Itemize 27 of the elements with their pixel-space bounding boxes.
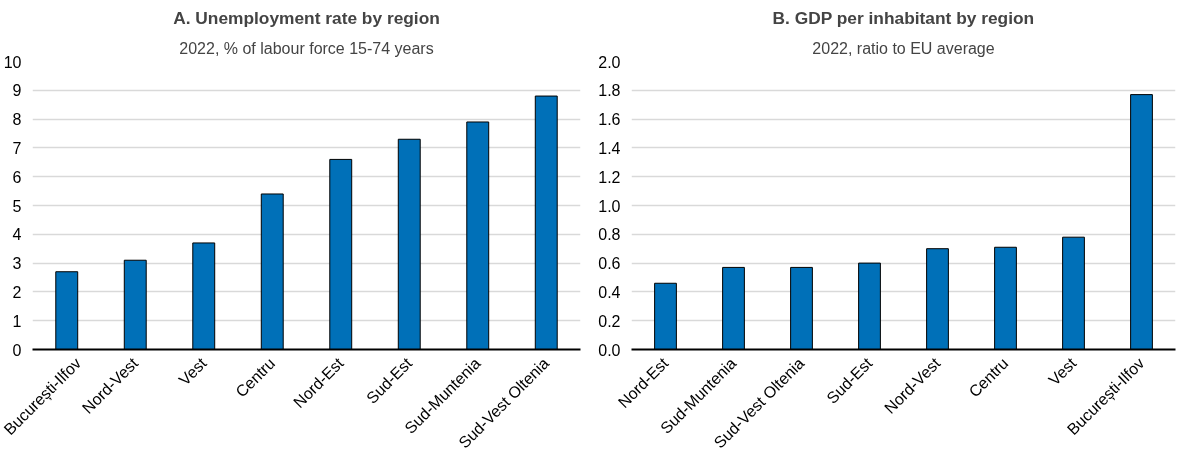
y-tick-label: 7 <box>12 139 22 157</box>
y-tick-label: 1.8 <box>598 82 621 100</box>
y-tick-label: 1.6 <box>598 111 621 129</box>
chart-title: B. GDP per inhabitant by region <box>772 7 1035 28</box>
chart-subtitle: 2022, ratio to EU average <box>812 39 995 57</box>
y-tick-label: 2.0 <box>598 53 621 71</box>
y-tick-label: 0.4 <box>598 283 621 301</box>
y-tick-label: 1.2 <box>598 168 621 186</box>
y-tick-label: 2 <box>12 283 22 301</box>
y-tick-label: 0.8 <box>598 226 621 244</box>
y-tick-label: 1 <box>12 312 22 330</box>
y-tick-label: 3 <box>12 255 22 273</box>
y-tick-label: 0.2 <box>598 312 621 330</box>
y-tick-label: 0 <box>12 341 22 359</box>
y-tick-label: 1.0 <box>598 197 621 215</box>
y-tick-label: 0.0 <box>598 341 621 359</box>
y-tick-label: 9 <box>12 82 22 100</box>
y-tick-label: 6 <box>12 168 22 186</box>
y-tick-label: 0.6 <box>598 255 621 273</box>
y-tick-label: 8 <box>12 111 22 129</box>
y-tick-label: 5 <box>12 197 22 215</box>
chart-title: A. Unemployment rate by region <box>173 7 440 28</box>
y-tick-label: 10 <box>3 53 22 71</box>
y-tick-label: 1.4 <box>598 139 621 157</box>
y-tick-label: 4 <box>12 226 22 244</box>
chart-subtitle: 2022, % of labour force 15-74 years <box>179 39 434 57</box>
x-tick-label: Vest <box>175 354 211 389</box>
